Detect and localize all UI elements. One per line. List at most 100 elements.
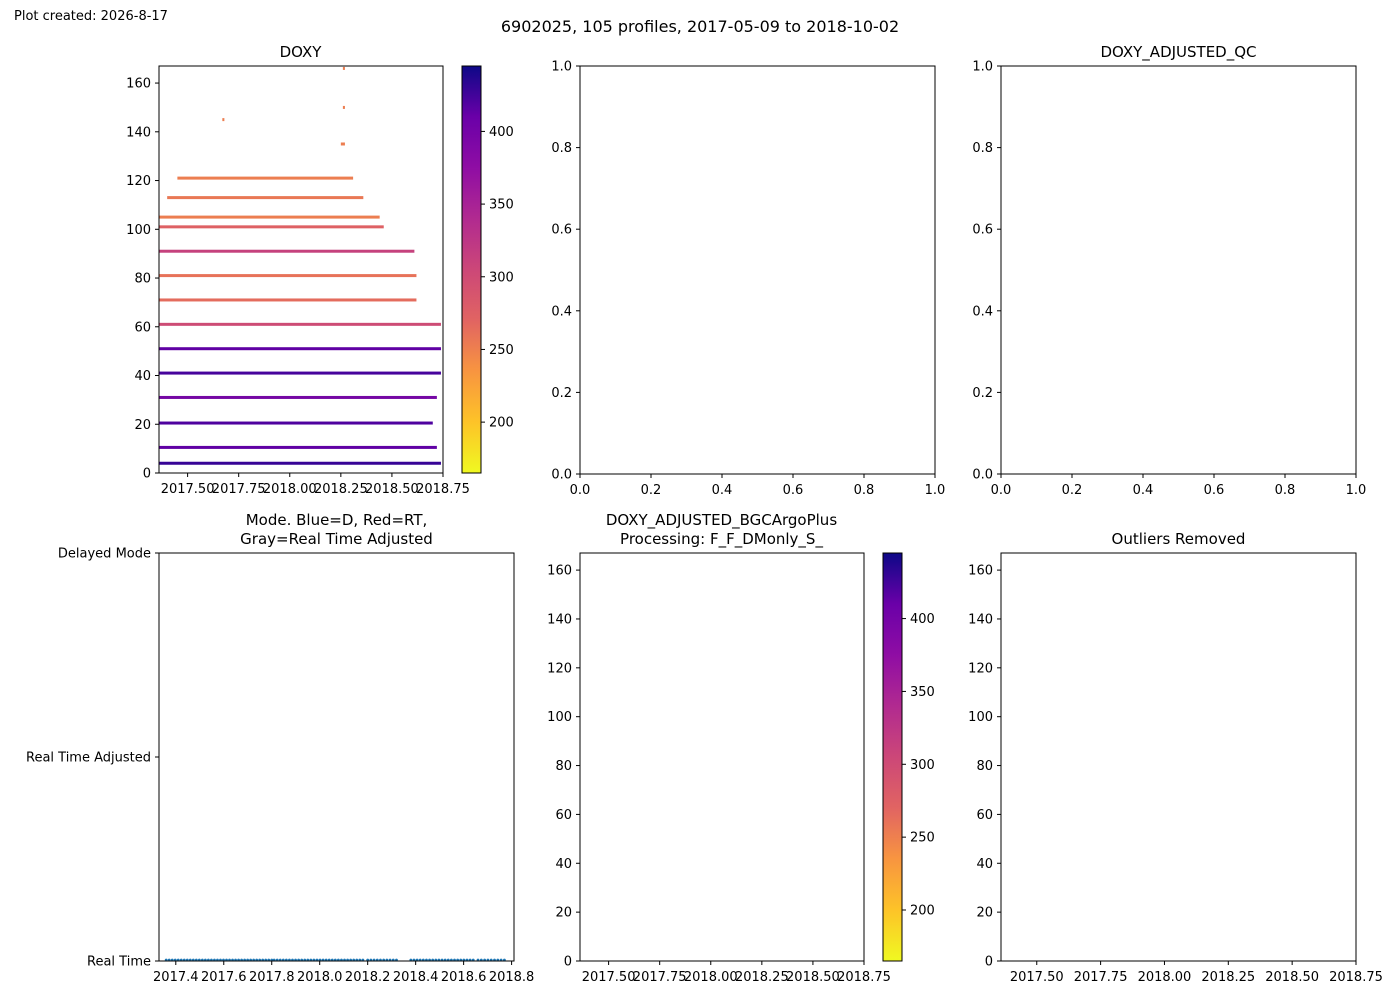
colorbar-tick-label: 350 xyxy=(489,198,514,213)
y-ticks: 0.0 0.2 0.4 0.6 0.8 1.0 xyxy=(551,60,580,483)
colorbar-doxy: 200 250 300 350 400 xyxy=(461,65,514,474)
panel-doxy: DOXY 2017.502017.752018.002018.252018.50… xyxy=(126,43,470,497)
heatmap-cell xyxy=(342,105,345,109)
x-tick-label: 2017.50 xyxy=(582,970,636,985)
panel-title-line-2: Gray=Real Time Adjusted xyxy=(240,530,433,548)
x-tick-label: 0.4 xyxy=(1133,483,1154,498)
colorbar-ticks: 200 250 300 350 400 xyxy=(902,612,935,919)
y-tick-label: 140 xyxy=(547,612,572,627)
y-tick-label: 40 xyxy=(976,857,993,872)
y-tick-label: 60 xyxy=(555,808,572,823)
x-tick-label: 2018.50 xyxy=(786,970,840,985)
heatmap-cell xyxy=(159,421,433,425)
heatmap-cell xyxy=(340,142,345,146)
y-tick-label: 0 xyxy=(564,955,572,970)
panel-title: DOXY_ADJUSTED_QC xyxy=(1100,43,1256,62)
x-tick-label: 2017.75 xyxy=(633,970,687,985)
heatmap-cell xyxy=(159,347,441,351)
y-tick-label: 0.8 xyxy=(972,141,993,156)
panel-bgc-argo-plus: DOXY_ADJUSTED_BGCArgoPlus Processing: F_… xyxy=(547,511,891,985)
axes-frame xyxy=(1000,65,1357,475)
x-tick-label: 2018.75 xyxy=(1329,970,1383,985)
x-ticks: 2017.4 2017.6 2017.8 2018.0 2018.2 2018.4 2018… xyxy=(153,961,534,985)
x-tick-label: 0.8 xyxy=(854,483,875,498)
x-tick-label: 2018.6 xyxy=(441,970,487,985)
colorbar-tick-label: 250 xyxy=(489,343,514,358)
y-tick-label: 0.0 xyxy=(972,468,993,483)
y-tick-label: 60 xyxy=(134,320,151,335)
x-ticks: 0.0 0.2 0.4 0.6 0.8 1.0 xyxy=(991,474,1366,498)
heatmap-cell xyxy=(222,118,225,122)
y-tick-label: 100 xyxy=(547,710,572,725)
y-tick-label: 20 xyxy=(134,418,151,433)
x-tick-label: 2018.75 xyxy=(837,970,891,985)
colorbar-bgc-argo-plus: 200 250 300 350 400 xyxy=(882,552,935,962)
heatmap-cell xyxy=(159,322,441,326)
y-tick-label: Real Time xyxy=(87,955,151,970)
x-ticks: 2017.502017.752018.002018.252018.502018.… xyxy=(161,473,470,497)
x-ticks: 0.0 0.2 0.4 0.6 0.8 1.0 xyxy=(570,474,946,498)
y-tick-label: 80 xyxy=(976,759,993,774)
colorbar-tick-label: 300 xyxy=(489,270,514,285)
axes-frame xyxy=(1000,552,1357,962)
y-tick-label: 1.0 xyxy=(551,60,572,75)
y-tick-label: 0 xyxy=(143,467,151,482)
y-tick-label: 0.0 xyxy=(551,468,572,483)
y-tick-label: 0.4 xyxy=(551,304,572,319)
heatmap-cell xyxy=(159,225,384,229)
y-tick-label: 40 xyxy=(555,857,572,872)
heatmap-cell xyxy=(177,176,354,180)
panel-title-line-2: Processing: F_F_DMonly_S_ xyxy=(620,530,823,549)
x-tick-label: 2018.00 xyxy=(684,970,738,985)
heatmap-cell xyxy=(167,196,364,200)
x-tick-label: 2017.6 xyxy=(201,970,247,985)
y-tick-label: 160 xyxy=(126,77,151,92)
heatmap-cell xyxy=(159,274,417,278)
y-ticks: 0 20 40 60 80 100 120 140 160 xyxy=(126,77,159,482)
colorbar-gradient xyxy=(882,552,903,962)
panel-title-line-1: DOXY_ADJUSTED_BGCArgoPlus xyxy=(606,511,837,530)
x-tick-label: 2018.00 xyxy=(263,482,317,497)
x-tick-label: 2018.0 xyxy=(297,970,343,985)
x-tick-label: 2018.8 xyxy=(489,970,535,985)
y-tick-label: 0.8 xyxy=(551,141,572,156)
y-tick-label: 80 xyxy=(134,272,151,287)
x-tick-label: 2017.75 xyxy=(212,482,266,497)
x-tick-label: 2018.50 xyxy=(1265,970,1319,985)
x-tick-label: 0.0 xyxy=(991,483,1012,498)
y-tick-label: 100 xyxy=(126,223,151,238)
panel-title-line-1: Mode. Blue=D, Red=RT, xyxy=(246,511,428,529)
panel-title: Outliers Removed xyxy=(1112,530,1246,548)
x-tick-label: 2018.25 xyxy=(314,482,368,497)
y-tick-label: 0.6 xyxy=(972,223,993,238)
y-tick-label: 60 xyxy=(976,808,993,823)
colorbar-tick-label: 350 xyxy=(910,685,935,700)
colorbar-tick-label: 300 xyxy=(910,758,935,773)
x-tick-label: 2018.2 xyxy=(345,970,391,985)
x-tick-label: 2018.00 xyxy=(1138,970,1192,985)
panel-title: DOXY xyxy=(280,43,323,61)
x-tick-label: 2017.75 xyxy=(1074,970,1128,985)
x-tick-label: 2017.8 xyxy=(249,970,295,985)
heatmap-cell xyxy=(159,371,441,375)
x-tick-label: 0.4 xyxy=(712,483,733,498)
axes-frame xyxy=(579,552,865,962)
x-ticks: 2017.502017.752018.002018.252018.502018.… xyxy=(582,961,891,985)
y-ticks: 0.0 0.2 0.4 0.6 0.8 1.0 xyxy=(972,60,1001,483)
y-tick-label: 0.6 xyxy=(551,223,572,238)
y-tick-label: 0.2 xyxy=(551,386,572,401)
y-tick-label: 20 xyxy=(555,906,572,921)
x-tick-label: 0.6 xyxy=(1204,483,1225,498)
x-tick-label: 0.2 xyxy=(1062,483,1083,498)
colorbar-tick-label: 200 xyxy=(910,904,935,919)
heatmap-cell xyxy=(342,66,345,70)
panel-mode: Mode. Blue=D, Red=RT, Gray=Real Time Adj… xyxy=(26,511,534,985)
colorbar-tick-label: 400 xyxy=(489,125,514,140)
x-tick-label: 1.0 xyxy=(925,483,946,498)
heatmap-cell xyxy=(159,298,417,302)
y-tick-label: 80 xyxy=(555,759,572,774)
created-label: Plot created: 2026-8-17 xyxy=(14,9,168,24)
y-tick-label: Delayed Mode xyxy=(58,547,151,562)
y-ticks: Real Time Real Time Adjusted Delayed Mode xyxy=(26,547,159,970)
y-ticks: 0 20 40 60 80 100 120 140 160 xyxy=(547,564,580,970)
